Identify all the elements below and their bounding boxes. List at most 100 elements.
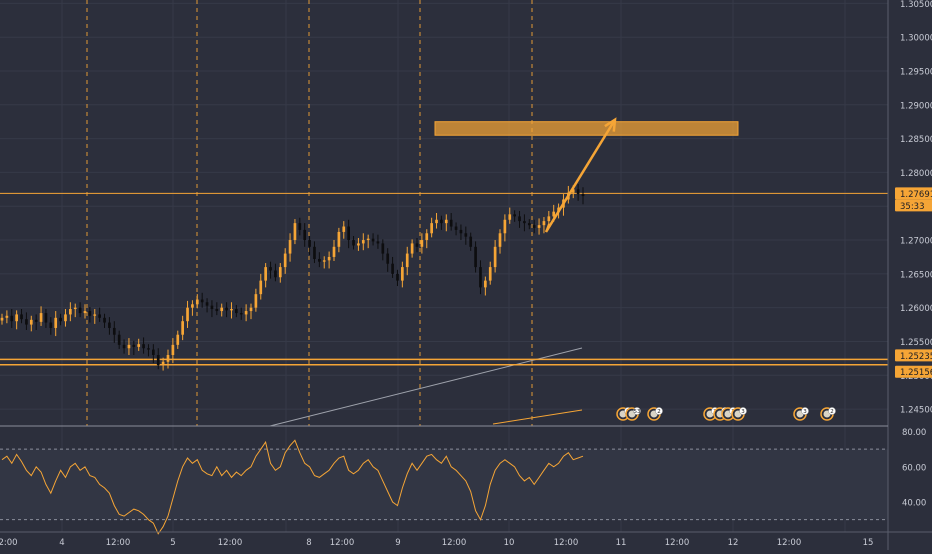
time-tick-label: 12	[728, 538, 739, 548]
trend-line-orange	[492, 409, 583, 425]
price-tick-label: 1.27000	[900, 237, 932, 247]
candle-body	[264, 267, 267, 281]
candle-body	[44, 313, 48, 323]
event-badge-count: 2	[830, 409, 834, 415]
time-tick-label: 12:00	[330, 538, 355, 548]
candle-body	[396, 273, 399, 281]
candle-body	[283, 253, 287, 268]
event-badge-count-bubble	[633, 407, 641, 415]
price-label-text: 1.25235	[900, 352, 932, 362]
candle-body	[313, 246, 316, 259]
candle-body	[430, 223, 433, 234]
candle-body	[415, 243, 419, 247]
candle-body	[278, 267, 282, 278]
candle-body	[440, 219, 443, 224]
candle-body	[454, 226, 458, 230]
candle-body	[352, 240, 355, 246]
candle-body	[435, 219, 438, 224]
target-zone-rectangle[interactable]	[434, 121, 739, 136]
candle-body	[318, 258, 321, 262]
candle-body	[244, 311, 248, 315]
candle-body	[371, 238, 375, 242]
candle-body	[405, 253, 409, 268]
candle-body	[327, 256, 331, 261]
candle-body	[527, 223, 531, 226]
candle-body	[176, 334, 180, 345]
price-label-box[interactable]	[895, 187, 932, 200]
price-label-text: 35:33	[900, 202, 925, 212]
time-tick-label: 12:00	[554, 538, 579, 548]
candle-body	[410, 243, 414, 254]
time-axis[interactable]: 2:00 4 12:00 5 12:00 8 12:00 9 12:00 10 12:00 11 12:…	[0, 538, 873, 548]
candle-body	[322, 260, 326, 262]
candle-body	[484, 280, 487, 288]
candle-body	[332, 246, 336, 257]
price-label-text: 1.27691	[900, 190, 932, 200]
candle-body	[147, 348, 150, 350]
price-label-box[interactable]	[895, 365, 932, 378]
event-badge-count-bubble	[828, 407, 836, 415]
price-tick-label: 1.25500	[900, 338, 932, 348]
rsi-band-fill	[0, 449, 888, 520]
candle-body	[127, 344, 131, 349]
candle-body	[254, 294, 258, 308]
candle-body	[581, 194, 585, 197]
candle-body	[513, 214, 516, 217]
candle-body	[156, 355, 160, 366]
projection-arrow-tail	[545, 223, 550, 233]
candle-body	[347, 226, 350, 241]
horizontal-levels[interactable]	[0, 192, 888, 366]
time-tick-label: 4	[59, 538, 64, 548]
price-label-box[interactable]	[895, 349, 932, 362]
candle-body	[210, 305, 214, 310]
candle-body	[108, 322, 111, 328]
rsi-line	[1, 439, 584, 535]
candle-body	[161, 361, 165, 366]
candle-body	[518, 216, 521, 222]
event-badges[interactable]: 3532233332	[616, 407, 836, 421]
target-zone-layer[interactable]	[434, 121, 739, 136]
candle-body	[29, 319, 33, 325]
time-tick-label: 8	[306, 538, 311, 548]
candle-body	[508, 214, 512, 220]
candle-body	[239, 313, 243, 315]
rsi-axis[interactable]: 80.00 60.00 40.00	[902, 428, 926, 509]
candle-body	[98, 314, 101, 318]
price-tick-label: 1.28500	[900, 135, 932, 145]
price-tick-label: 1.24500	[900, 406, 932, 416]
candle-body	[10, 315, 14, 322]
candle-body	[464, 233, 468, 237]
candle-body	[547, 216, 551, 222]
rsi-tick-label: 40.00	[902, 499, 926, 509]
price-label-box[interactable]	[895, 199, 932, 212]
candle-body	[73, 307, 77, 310]
event-badge-count: 2	[657, 409, 661, 415]
candle-body	[137, 344, 141, 347]
grid	[0, 0, 888, 532]
trend-lines	[269, 347, 583, 427]
candle-body	[386, 253, 390, 264]
time-tick-label: 12:00	[218, 538, 243, 548]
candle-body	[449, 219, 453, 227]
candle-body	[366, 238, 370, 241]
rsi-pane	[0, 439, 888, 535]
candle-body	[479, 267, 482, 288]
event-badge-count-bubble	[739, 407, 747, 415]
rsi-tick-label: 60.00	[902, 463, 926, 473]
candle-body	[523, 221, 526, 224]
candle-body	[552, 211, 556, 217]
time-tick-label: 5	[170, 538, 175, 548]
candle-body	[357, 243, 360, 246]
candle-body	[152, 349, 155, 355]
projection-arrow-layer[interactable]	[544, 117, 617, 233]
candle-body	[293, 223, 297, 241]
candle-body	[64, 314, 67, 322]
projection-arrow-head[interactable]	[604, 117, 617, 132]
price-label-text: 1.25156	[900, 368, 932, 378]
candle-body	[93, 314, 97, 316]
candle-body	[225, 307, 228, 311]
projection-arrow-line[interactable]	[544, 119, 617, 233]
